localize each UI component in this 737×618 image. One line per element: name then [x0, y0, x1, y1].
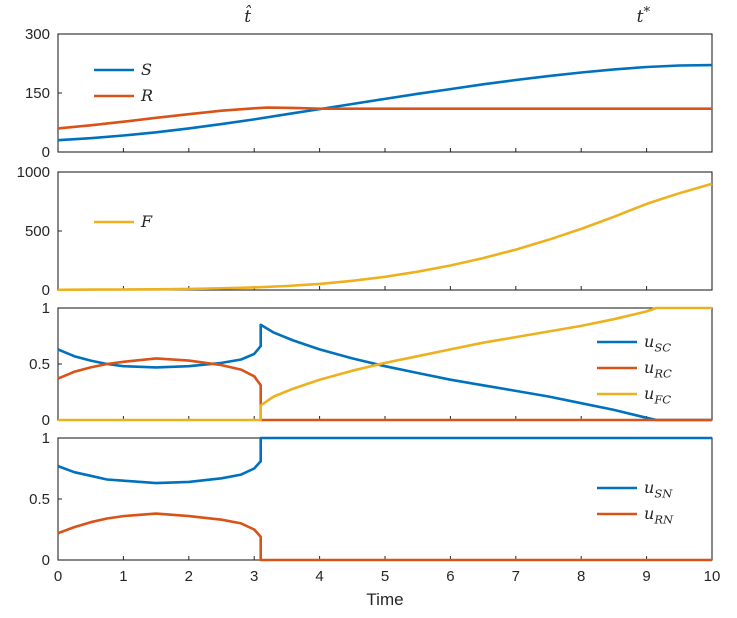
- y-ticks: 00.51: [29, 430, 62, 569]
- series-group: [57, 182, 713, 292]
- series-u_RC-line: [57, 357, 712, 422]
- series-u_FC-line: [58, 306, 712, 422]
- annotation-0: t̂: [244, 5, 251, 27]
- y-tick-label: 0.5: [29, 356, 50, 373]
- series-u_SC-line: [57, 323, 712, 422]
- series-group: [57, 436, 712, 562]
- y-tick-label: 0.5: [29, 491, 50, 508]
- legend-label-S: S: [141, 60, 152, 79]
- y-tick-label: 0: [42, 412, 50, 429]
- legend-label-u_SC: uSC: [644, 332, 671, 354]
- x-tick-label: 6: [446, 568, 454, 585]
- legend: F: [94, 212, 153, 231]
- legend-label-F: F: [140, 212, 153, 231]
- y-tick-label: 500: [25, 223, 50, 240]
- legend-label-u_FC: uFC: [644, 384, 671, 406]
- y-tick-label: 1: [42, 300, 50, 317]
- x-tick-label: 8: [577, 568, 585, 585]
- x-tick-label: 2: [185, 568, 193, 585]
- legend-label-u_RN: uRN: [644, 504, 674, 526]
- y-tick-label: 150: [25, 85, 50, 102]
- y-ticks: 0 150 300: [25, 26, 62, 161]
- series-u_RN-line: [57, 512, 712, 562]
- x-axis-label: Time: [366, 590, 404, 609]
- top-annotations: t̂ t*: [244, 5, 650, 27]
- y-ticks: 0 500 1000: [17, 164, 62, 299]
- y-tick-label: 1: [42, 430, 50, 447]
- subplot-2: 0 500 1000 F: [17, 164, 713, 299]
- legend-label-u_RC: uRC: [644, 358, 672, 380]
- series-u_SN-line: [57, 436, 712, 485]
- legend: uSC uRC uFC: [597, 332, 672, 406]
- series-group: [57, 306, 712, 422]
- x-tick-labels: 0 1 2 3 4 5 6 7 8 9 10: [54, 568, 721, 585]
- legend: uSN uRN: [597, 478, 674, 526]
- x-ticks: [57, 148, 713, 152]
- x-tick-label: 5: [381, 568, 389, 585]
- legend-label-u_SN: uSN: [644, 478, 673, 500]
- x-tick-label: 7: [512, 568, 520, 585]
- subplot-1: 0 150 300 SR: [25, 26, 713, 161]
- x-tick-label: 4: [315, 568, 323, 585]
- y-tick-label: 1000: [17, 164, 50, 181]
- x-tick-label: 9: [642, 568, 650, 585]
- y-tick-label: 0: [42, 144, 50, 161]
- annotation-1: t*: [637, 5, 651, 27]
- y-tick-label: 300: [25, 26, 50, 43]
- series-F-line: [57, 182, 713, 292]
- x-tick-label: 10: [704, 568, 721, 585]
- legend-label-R: R: [140, 86, 153, 105]
- subplot-3: 0 0.5 1 uSC uRC uFC: [29, 300, 713, 429]
- series-S-line: [57, 63, 713, 142]
- series-group: [57, 63, 713, 142]
- series-R-line: [57, 106, 712, 130]
- legend: SR: [94, 60, 153, 105]
- y-tick-label: 0: [42, 552, 50, 569]
- x-tick-label: 3: [250, 568, 258, 585]
- x-tick-label: 0: [54, 568, 62, 585]
- x-tick-label: 1: [119, 568, 127, 585]
- y-tick-label: 0: [42, 282, 50, 299]
